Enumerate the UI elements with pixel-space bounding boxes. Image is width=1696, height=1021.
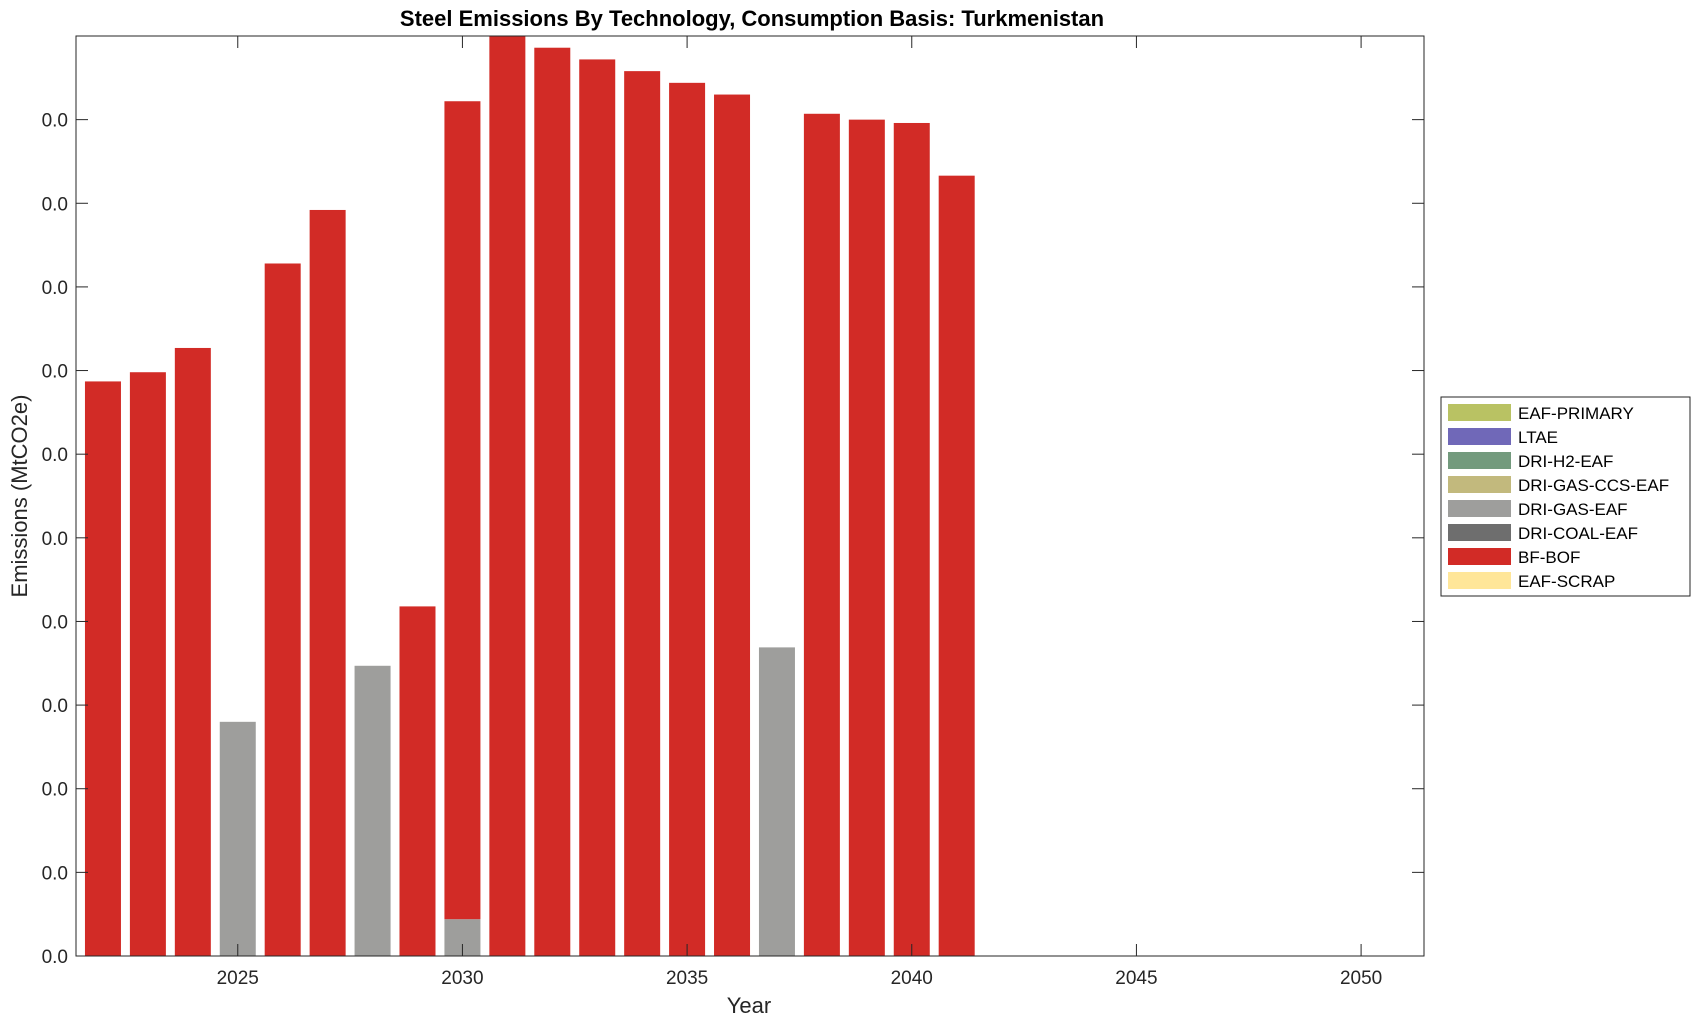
bar-bf-bof-2030 (444, 101, 481, 920)
legend-label-dri-gas-eaf: DRI-GAS-EAF (1518, 500, 1628, 519)
legend-swatch-bf-bof (1448, 548, 1511, 565)
bar-bf-bof-2031 (489, 36, 526, 956)
y-tick-label: 0.0 (42, 111, 68, 132)
x-tick-label: 2045 (1115, 968, 1157, 989)
y-tick-label: 0.0 (42, 194, 68, 215)
legend-label-dri-h2-eaf: DRI-H2-EAF (1518, 452, 1613, 471)
x-axis-label: Year (727, 993, 771, 1018)
y-tick-label: 0.0 (42, 529, 68, 550)
bar-bf-bof-2023 (129, 372, 166, 957)
bar-bf-bof-2036 (714, 94, 751, 957)
legend-swatch-eaf-primary (1448, 404, 1511, 421)
legend-label-eaf-scrap: EAF-SCRAP (1518, 572, 1615, 591)
bar-bf-bof-2033 (579, 59, 616, 957)
bar-dri-gas-eaf-2028 (354, 665, 391, 956)
plot-frame (75, 35, 1425, 957)
bars-group (84, 36, 975, 957)
bar-bf-bof-2035 (669, 82, 706, 957)
bar-bf-bof-2024 (174, 347, 211, 957)
bar-bf-bof-2032 (534, 47, 571, 956)
bar-dri-gas-eaf-2025 (219, 721, 256, 956)
bar-bf-bof-2039 (848, 119, 885, 956)
legend-swatch-dri-gas-eaf (1448, 500, 1511, 517)
legend-label-bf-bof: BF-BOF (1518, 548, 1580, 567)
bar-bf-bof-2034 (624, 71, 661, 956)
legend-swatch-dri-coal-eaf (1448, 524, 1511, 541)
legend-label-ltae: LTAE (1518, 428, 1558, 447)
x-tick-label: 2030 (441, 968, 483, 989)
bar-bf-bof-2041 (938, 175, 975, 957)
bar-bf-bof-2027 (309, 209, 346, 956)
legend-swatch-ltae (1448, 428, 1511, 445)
y-tick-label: 0.0 (42, 947, 68, 968)
y-tick-label: 0.0 (42, 362, 68, 383)
y-tick-label: 0.0 (42, 612, 68, 633)
legend-swatch-dri-h2-eaf (1448, 452, 1511, 469)
legend-label-dri-coal-eaf: DRI-COAL-EAF (1518, 524, 1638, 543)
y-tick-label: 0.0 (42, 780, 68, 801)
x-tick-label: 2035 (666, 968, 708, 989)
bar-dri-gas-eaf-2037 (758, 647, 795, 956)
y-axis-label: Emissions (MtCO2e) (7, 395, 32, 598)
legend: EAF-PRIMARY LTAE DRI-H2-EAF DRI-GAS-CCS-EAF… (1440, 396, 1691, 597)
bar-bf-bof-2040 (893, 122, 930, 957)
legend-label-dri-gas-ccs-eaf: DRI-GAS-CCS-EAF (1518, 476, 1669, 495)
legend-swatch-eaf-scrap (1448, 572, 1511, 589)
y-tick-label: 0.0 (42, 863, 68, 884)
x-tick-label: 2025 (217, 968, 259, 989)
y-axis: 0.0 0.0 0.0 0.0 0.0 0.0 0.0 0.0 0.0 0.0 0.0 (42, 111, 1424, 968)
legend-swatch-dri-gas-ccs-eaf (1448, 476, 1511, 493)
legend-label-eaf-primary: EAF-PRIMARY (1518, 404, 1634, 423)
x-tick-label: 2050 (1340, 968, 1382, 989)
bar-bf-bof-2038 (803, 113, 840, 956)
bar-bf-bof-2029 (399, 606, 436, 956)
bar-bf-bof-2026 (264, 263, 301, 956)
bar-bf-bof-2022 (84, 381, 121, 956)
y-tick-label: 0.0 (42, 696, 68, 717)
y-tick-label: 0.0 (42, 445, 68, 466)
x-axis: 2025 2030 2035 2040 2045 2050 (217, 36, 1382, 989)
y-tick-label: 0.0 (42, 278, 68, 299)
x-tick-label: 2040 (891, 968, 933, 989)
chart-title: Steel Emissions By Technology, Consumpti… (400, 6, 1104, 31)
